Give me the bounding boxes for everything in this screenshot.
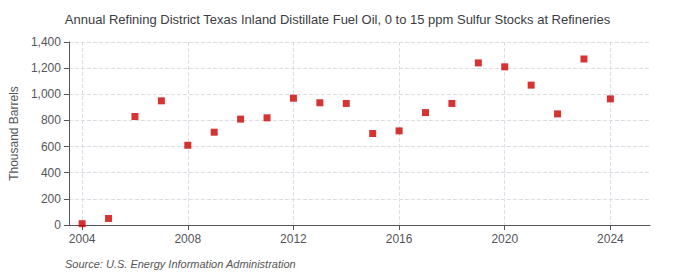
svg-text:2016: 2016 xyxy=(386,232,413,246)
svg-text:600: 600 xyxy=(41,140,61,154)
svg-text:2004: 2004 xyxy=(69,232,96,246)
svg-text:Annual Refining District Texas: Annual Refining District Texas Inland Di… xyxy=(65,12,611,27)
svg-text:1,400: 1,400 xyxy=(31,35,61,49)
svg-text:Source: U.S. Energy Informatio: Source: U.S. Energy Information Administ… xyxy=(65,258,296,270)
svg-text:Thousand Barrels: Thousand Barrels xyxy=(7,86,21,181)
svg-text:1,000: 1,000 xyxy=(31,87,61,101)
svg-text:2024: 2024 xyxy=(597,232,624,246)
svg-text:2020: 2020 xyxy=(491,232,518,246)
svg-text:200: 200 xyxy=(41,192,61,206)
svg-text:800: 800 xyxy=(41,113,61,127)
svg-text:2012: 2012 xyxy=(280,232,307,246)
svg-text:0: 0 xyxy=(54,218,61,232)
svg-text:1,200: 1,200 xyxy=(31,61,61,75)
svg-text:400: 400 xyxy=(41,166,61,180)
svg-text:2008: 2008 xyxy=(174,232,201,246)
